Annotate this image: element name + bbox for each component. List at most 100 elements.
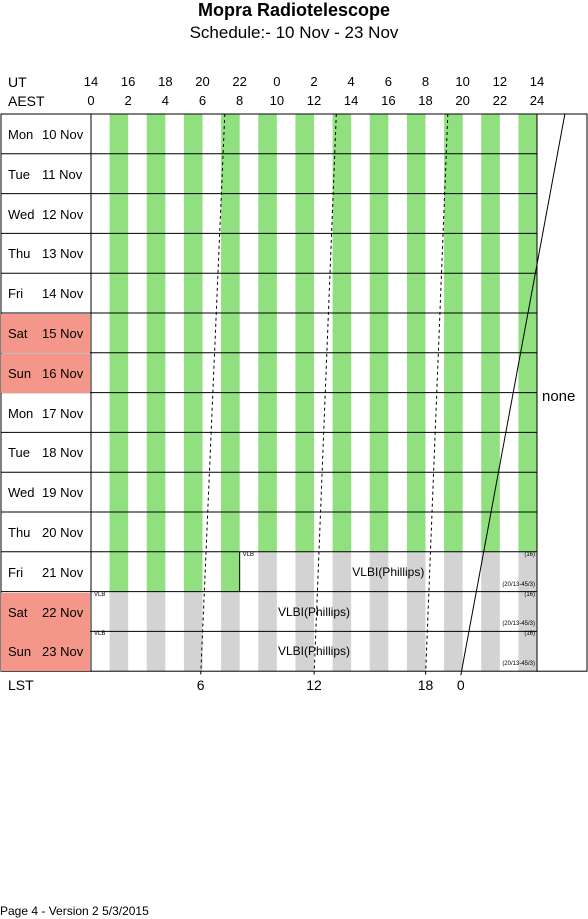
day-of-week: Sat	[8, 604, 28, 620]
stripe	[146, 631, 166, 672]
stripe	[518, 631, 537, 672]
day-date: 10 Nov	[42, 127, 84, 142]
stripe	[332, 352, 352, 393]
stripe	[146, 114, 166, 154]
stripe	[481, 313, 500, 353]
stripe	[481, 153, 500, 194]
stripe	[146, 233, 166, 274]
stripe	[518, 313, 537, 353]
stripe	[183, 392, 203, 433]
page-title: Mopra Radiotelescope	[197, 0, 391, 20]
stripe	[332, 114, 352, 154]
ut-tick: 14	[529, 74, 545, 89]
day-of-week: Thu	[8, 525, 31, 540]
stripe	[146, 273, 166, 313]
stripe	[369, 472, 389, 512]
stripe	[406, 193, 426, 234]
block-code: VLB	[94, 631, 106, 638]
stripe	[109, 114, 129, 154]
stripe	[146, 512, 166, 552]
stripe	[518, 591, 537, 632]
stripe	[183, 273, 203, 313]
stripe	[481, 193, 500, 234]
stripe	[221, 114, 240, 154]
stripe	[444, 193, 463, 234]
stripe	[369, 591, 389, 632]
stripe	[332, 551, 352, 592]
stripe	[258, 551, 277, 592]
block-ref: (20/13-45/3)	[502, 581, 535, 588]
day-of-week: Sun	[8, 644, 32, 660]
day-label: Mon 17 Nov	[1, 394, 90, 433]
day-date: 18 Nov	[42, 445, 84, 461]
day-date: 12 Nov	[42, 206, 84, 222]
day-label: Fri 21 Nov	[1, 553, 90, 592]
stripe	[406, 233, 426, 274]
lst-dashed-line	[425, 113, 449, 678]
ut-tick: 20	[195, 74, 210, 89]
stripe	[332, 313, 352, 353]
aest-tick: 10	[269, 93, 285, 108]
stripe	[258, 273, 277, 313]
day-label: Sun 16 Nov	[1, 353, 90, 393]
stripe	[146, 591, 166, 632]
aest-tick: 16	[381, 93, 396, 108]
stripe	[221, 352, 240, 393]
day-of-week: Sat	[8, 326, 28, 341]
day-date: 21 Nov	[42, 564, 84, 580]
stripe	[258, 193, 277, 234]
stripe	[481, 512, 500, 552]
lst-tick: 6	[196, 677, 205, 693]
aest-tick: 8	[236, 93, 244, 108]
day-label: Mon 10 Nov	[1, 115, 90, 154]
stripe	[332, 472, 352, 512]
day-label: Wed 12 Nov	[1, 195, 90, 234]
stripe	[258, 153, 277, 194]
stripe	[369, 512, 389, 552]
stripe	[332, 193, 352, 234]
day-label: Sat 15 Nov	[1, 314, 90, 353]
stripe	[146, 551, 166, 592]
stripe	[221, 193, 240, 234]
lst-tick: 0	[456, 677, 465, 693]
stripe	[369, 352, 389, 393]
lst-tick: 12	[306, 677, 322, 693]
stripe	[258, 313, 277, 353]
stripe	[258, 591, 277, 632]
block-label: VLBI(Phillips)	[277, 644, 351, 659]
stripe	[406, 551, 426, 592]
stripe	[183, 591, 203, 632]
stripe	[406, 392, 426, 433]
stripe	[369, 273, 389, 313]
stripe	[332, 392, 352, 433]
stripe	[146, 193, 166, 234]
stripe	[481, 472, 500, 512]
stripe	[258, 512, 277, 552]
day-label: Wed 19 Nov	[1, 473, 90, 512]
day-date: 16 Nov	[42, 365, 84, 381]
aest-tick: 20	[455, 93, 470, 108]
stripe	[518, 114, 537, 154]
stripe	[109, 193, 129, 234]
block-code: VLB	[242, 551, 254, 558]
stripe	[518, 432, 537, 473]
stripe	[295, 472, 314, 512]
day-date: 17 Nov	[42, 405, 84, 421]
stripe	[406, 512, 426, 552]
block-priority: (16)	[524, 591, 535, 598]
stripe	[332, 233, 352, 274]
stripe	[183, 631, 203, 672]
day-of-week: Wed	[8, 206, 35, 222]
stripe	[518, 551, 537, 592]
stripe	[295, 432, 314, 473]
day-date: 19 Nov	[42, 485, 84, 501]
stripe	[221, 273, 240, 313]
stripe	[295, 153, 314, 194]
stripe	[146, 432, 166, 473]
stripe	[258, 472, 277, 512]
ut-tick: 16	[120, 74, 136, 89]
day-of-week: Fri	[8, 564, 24, 580]
stripe	[444, 392, 463, 433]
stripe	[332, 591, 352, 632]
ut-tick: 6	[384, 74, 392, 89]
